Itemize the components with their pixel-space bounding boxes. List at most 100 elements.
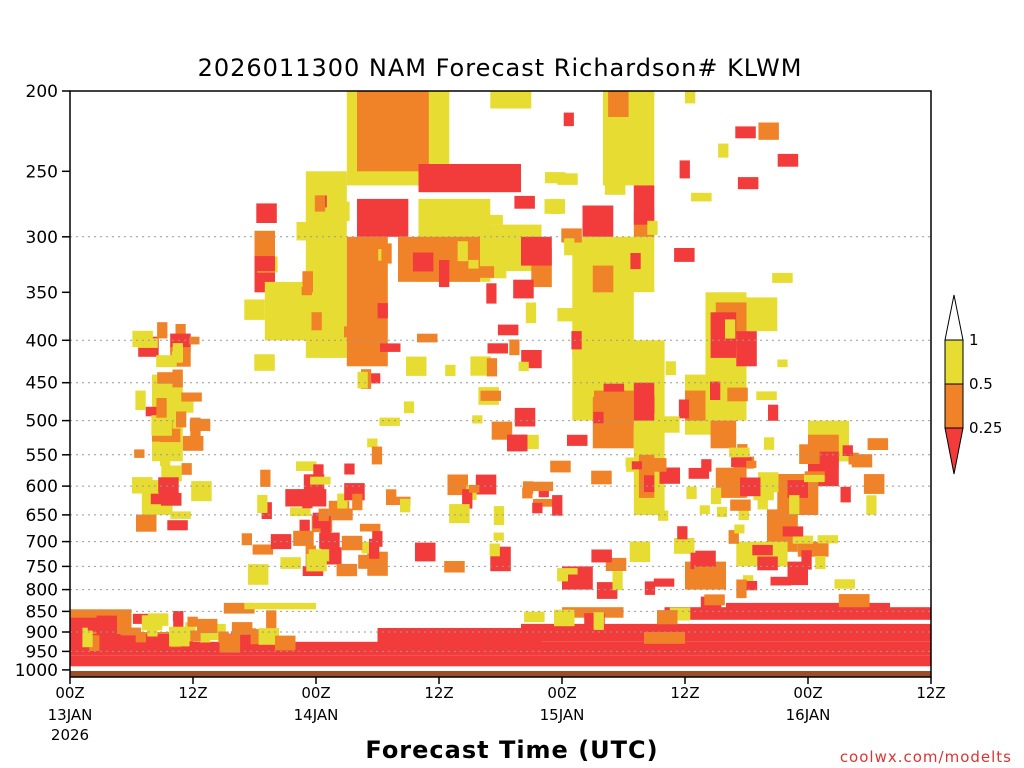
heatmap-cell [665, 361, 676, 376]
heatmap-cell [312, 512, 323, 529]
x-tick-label: 12Z [670, 684, 699, 702]
heatmap-cell [653, 578, 675, 587]
heatmap-cell [219, 634, 241, 653]
heatmap-cell [135, 633, 146, 643]
y-axis: 200 250 300 350 400 450 500 550 600 650 700 750 8008… [15, 82, 70, 681]
y-tick-label: 300 [26, 228, 58, 248]
heatmap-cell [633, 185, 655, 225]
heatmap-cell [311, 312, 322, 331]
heatmap-cell [701, 459, 712, 472]
legend-swatch-0.5-1 [944, 339, 964, 385]
heatmap-cell [568, 574, 579, 586]
heatmap-cell [151, 415, 172, 436]
heatmap-cell [134, 449, 145, 458]
heatmap-cell [357, 198, 409, 237]
heatmap-cell [232, 624, 243, 636]
y-tick-label: 750 [26, 557, 58, 577]
heatmap-cell [171, 351, 183, 363]
heatmap-cell [377, 628, 542, 644]
heatmap-cell [293, 530, 314, 546]
heatmap-cell [380, 343, 401, 352]
heatmap-cell [725, 319, 736, 339]
heatmap-cell [509, 339, 520, 356]
heatmap-cell [175, 324, 186, 338]
heatmap-cell [677, 526, 688, 540]
heatmap-cell [525, 302, 537, 324]
heatmap-cell [727, 387, 748, 402]
credit-text: coolwx.com/modelts [840, 748, 1012, 766]
heatmap-cell [562, 607, 624, 618]
heatmap-cell [631, 461, 642, 470]
heatmap-cell [678, 399, 690, 419]
heatmap-cell [497, 324, 519, 336]
x-tick-date: 15JAN [540, 706, 585, 724]
heatmap-cell [679, 160, 690, 179]
heatmap-cell [634, 409, 645, 417]
heatmap-cell [863, 474, 885, 494]
heatmap-cell [629, 541, 651, 562]
heatmap-cell [590, 312, 611, 329]
heatmap-cell [191, 481, 212, 502]
heatmap-cell [290, 507, 311, 517]
heatmap-cell [838, 594, 870, 608]
heatmap-cell [777, 153, 799, 167]
heatmap-cell [625, 457, 636, 468]
heatmap-cell [319, 532, 340, 549]
heatmap-cell [603, 383, 625, 392]
heatmap-cell [550, 198, 561, 214]
heatmap-cell [252, 544, 274, 555]
heatmap-cell [770, 576, 791, 586]
heatmap-cell [136, 514, 157, 532]
heatmap-cell [740, 477, 761, 497]
heatmap-cell [792, 535, 814, 544]
heatmap-cell [332, 508, 353, 521]
heatmap-cell [772, 272, 793, 283]
x-axis: 00Z 13JAN 2026 12Z 00Z 14JAN 12Z 00Z 15JAN 12Z 00Z… [48, 677, 946, 744]
heatmap-cell [320, 516, 331, 535]
heatmap-cell [82, 627, 93, 648]
heatmap-cell [557, 173, 578, 185]
heatmap-cell [694, 564, 705, 578]
heatmap-cell [737, 177, 759, 190]
heatmap-cell [196, 618, 218, 634]
heatmap-cell [181, 392, 202, 402]
heatmap-cell [475, 474, 497, 495]
heatmap-cell [189, 336, 200, 345]
y-tick-label: 950 [26, 642, 58, 662]
heatmap-cell [87, 622, 99, 631]
heatmap-cell [757, 556, 778, 571]
x-tick-label: 00Z [547, 684, 576, 702]
heatmap-cell [867, 438, 889, 450]
heatmap-cell [695, 550, 716, 567]
heatmap-cell [336, 563, 358, 577]
heatmap-cell [801, 550, 812, 570]
heatmap-cell [357, 91, 429, 172]
heatmap-cell [592, 265, 614, 293]
heatmap-cell [736, 331, 757, 367]
heatmap-cell [244, 602, 317, 610]
heatmap-cell [254, 354, 275, 371]
heatmap-cell [545, 172, 566, 184]
heatmap-cell [468, 259, 479, 269]
heatmap-cell [377, 303, 388, 319]
heatmap-cell [406, 356, 427, 376]
heatmap-cell [619, 309, 631, 329]
heatmap-cell [691, 192, 712, 202]
heatmap-cell [190, 417, 201, 437]
heatmap-cell [301, 286, 312, 296]
heatmap-cell [704, 594, 725, 606]
heatmap-cell [514, 195, 535, 209]
heatmap-cell [736, 579, 747, 599]
heatmap-cell [758, 122, 779, 140]
heatmap-cell [736, 581, 758, 591]
heatmap-cell [480, 390, 501, 401]
heatmap-cell [489, 543, 500, 557]
heatmap-cell [756, 391, 777, 400]
heatmap-cell [132, 330, 153, 347]
heatmap-cell [379, 417, 400, 426]
heatmap-cell [89, 635, 100, 651]
heatmap-cell [699, 505, 710, 514]
y-tick-label: 900 [26, 623, 58, 643]
y-tick-label: 800 [26, 581, 58, 601]
heatmap-cell [371, 446, 383, 465]
